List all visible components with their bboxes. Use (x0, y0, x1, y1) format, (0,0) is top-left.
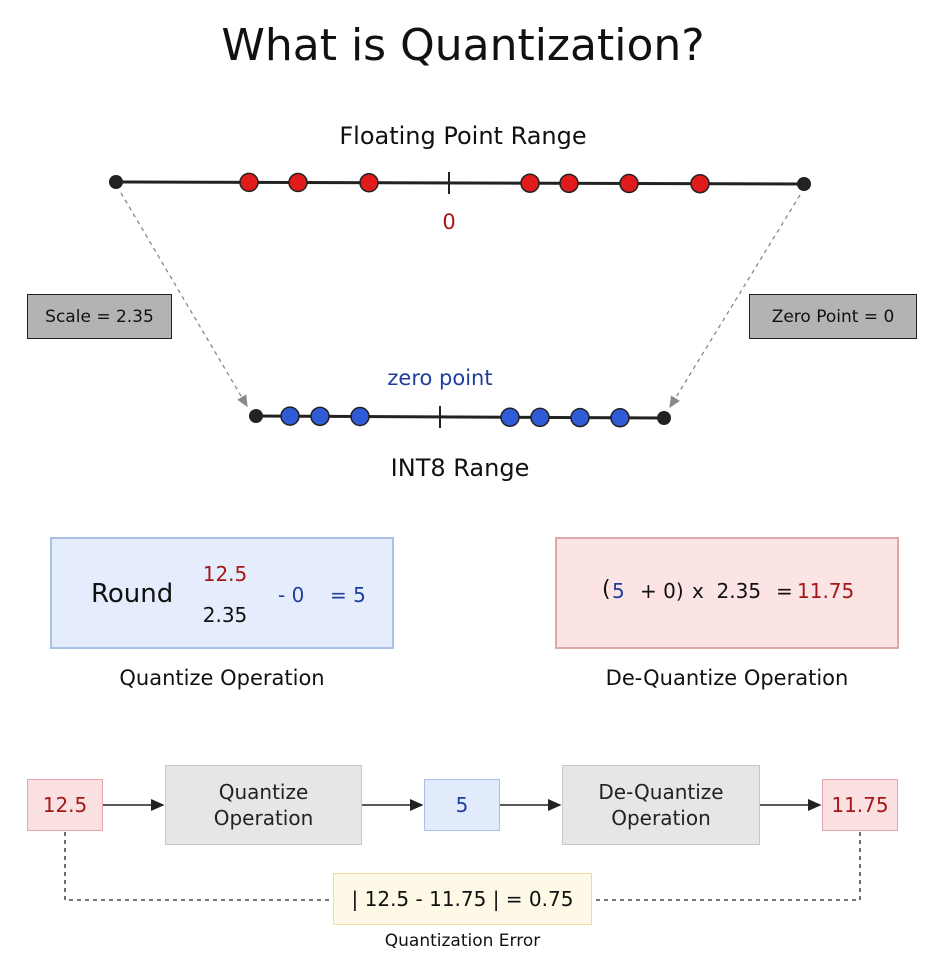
error-bracket-left (64, 832, 333, 901)
page-title: What is Quantization? (221, 20, 705, 71)
int8-point-4 (500, 407, 520, 427)
float-range-line (115, 180, 805, 186)
int8-range-endpoint-left (249, 409, 263, 423)
int8-point-1 (280, 406, 300, 426)
quantize-formula-panel (50, 537, 394, 649)
int8-point-3 (350, 406, 370, 427)
error-bracket-right (592, 832, 861, 901)
quantize-round-word: Round (91, 579, 174, 609)
flow-quantize-op-line-1: Quantize (218, 780, 309, 804)
flow-dequantize-op-line-2: Operation (611, 806, 711, 830)
flow-dequantize-op-line-1: De-Quantize (598, 780, 724, 804)
int8-point-6 (570, 407, 590, 428)
dequantize-result: 11.75 (797, 579, 855, 603)
dequantize-equals: = (776, 579, 793, 603)
int8-range-endpoint-right (657, 411, 671, 425)
flow-quantized-value: 5 (424, 779, 500, 831)
float-range-endpoint-right (797, 177, 811, 191)
float-point-5 (559, 173, 579, 194)
float-point-3 (359, 172, 379, 193)
zero-point-mapping-arrow (669, 194, 801, 409)
zero-point-label: Zero Point = 0 (749, 294, 917, 339)
quantization-error-caption: Quantization Error (384, 931, 541, 951)
float-range-endpoint-left (109, 175, 123, 189)
int8-zero-point-label: zero point (387, 366, 493, 390)
flow-output-value: 11.75 (822, 779, 898, 831)
int8-points (280, 406, 630, 428)
float-points (239, 172, 710, 194)
float-point-7 (690, 173, 710, 194)
float-point-4 (520, 173, 540, 193)
scale-mapping-arrow (120, 192, 248, 408)
int8-point-2 (310, 406, 330, 427)
flow-quantize-op-line-2: Operation (213, 806, 314, 830)
float-range-label: Floating Point Range (339, 122, 587, 150)
int8-point-5 (530, 407, 550, 428)
scale-label: Scale = 2.35 (27, 294, 172, 339)
float-zero-label: 0 (442, 210, 456, 234)
dequantize-q-value: 5 (612, 579, 625, 603)
dequantize-open-paren: ( (602, 577, 611, 602)
quantization-error-expression: | 12.5 - 11.75 | = 0.75 (333, 873, 592, 925)
flow-dequantize-op-box: De-Quantize Operation (562, 765, 760, 845)
int8-point-7 (610, 408, 630, 428)
float-point-1 (239, 172, 259, 193)
int8-range-label: INT8 Range (390, 454, 530, 482)
quantize-result: = 5 (330, 583, 366, 607)
flow-input-value: 12.5 (27, 779, 103, 831)
dequantize-caption: De-Quantize Operation (605, 666, 849, 690)
dequantize-formula-panel (555, 537, 899, 649)
float-point-2 (288, 172, 308, 193)
flow-quantize-op-box: Quantize Operation (165, 765, 362, 845)
quantize-minus-zero: - 0 (278, 583, 305, 607)
quantize-numerator: 12.5 (202, 562, 248, 586)
quantize-denominator: 2.35 (202, 603, 248, 627)
dequantize-plus-zero: + 0) (640, 579, 684, 603)
float-point-6 (619, 173, 639, 194)
dequantize-times-scale: x 2.35 (692, 579, 762, 603)
quantize-caption: Quantize Operation (119, 666, 325, 690)
